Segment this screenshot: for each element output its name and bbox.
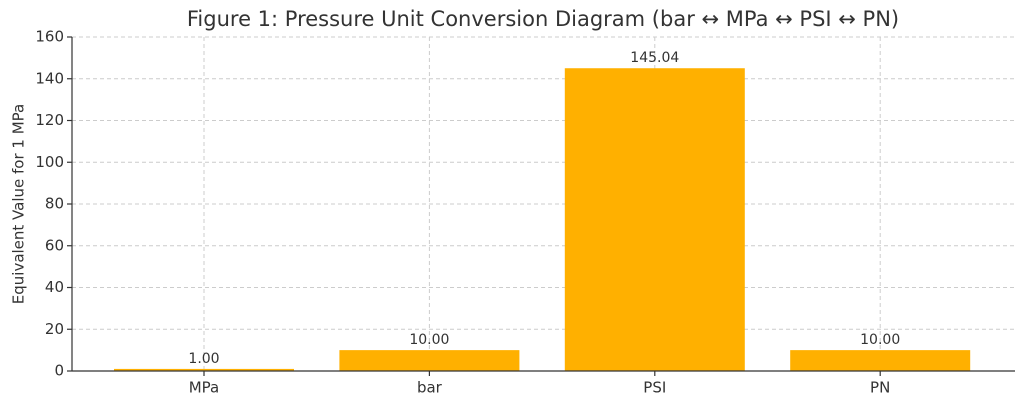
value-label: 10.00 xyxy=(860,332,900,348)
y-tick-label: 100 xyxy=(35,153,64,171)
y-tick-label: 80 xyxy=(45,195,64,213)
bar xyxy=(114,368,294,371)
y-tick-label: 60 xyxy=(45,236,64,254)
x-tick-label: PSI xyxy=(643,379,666,397)
value-label: 1.00 xyxy=(188,351,219,367)
bar xyxy=(564,68,745,371)
x-tick-label: MPa xyxy=(189,379,220,397)
y-tick-label: 0 xyxy=(54,362,64,380)
value-label: 10.00 xyxy=(409,332,449,348)
y-tick-label: 160 xyxy=(35,28,64,46)
bar xyxy=(339,350,520,371)
y-axis-label: Equivalent Value for 1 MPa xyxy=(10,104,28,304)
bar xyxy=(790,350,971,371)
y-tick-label: 120 xyxy=(35,111,64,129)
y-tick-label: 40 xyxy=(45,278,64,296)
chart-title: Figure 1: Pressure Unit Conversion Diagr… xyxy=(187,7,899,31)
x-tick-label: bar xyxy=(417,379,443,397)
y-tick-label: 140 xyxy=(35,69,64,87)
x-tick-label: PN xyxy=(870,379,890,397)
value-label: 145.04 xyxy=(630,50,679,66)
y-tick-label: 20 xyxy=(45,320,64,338)
